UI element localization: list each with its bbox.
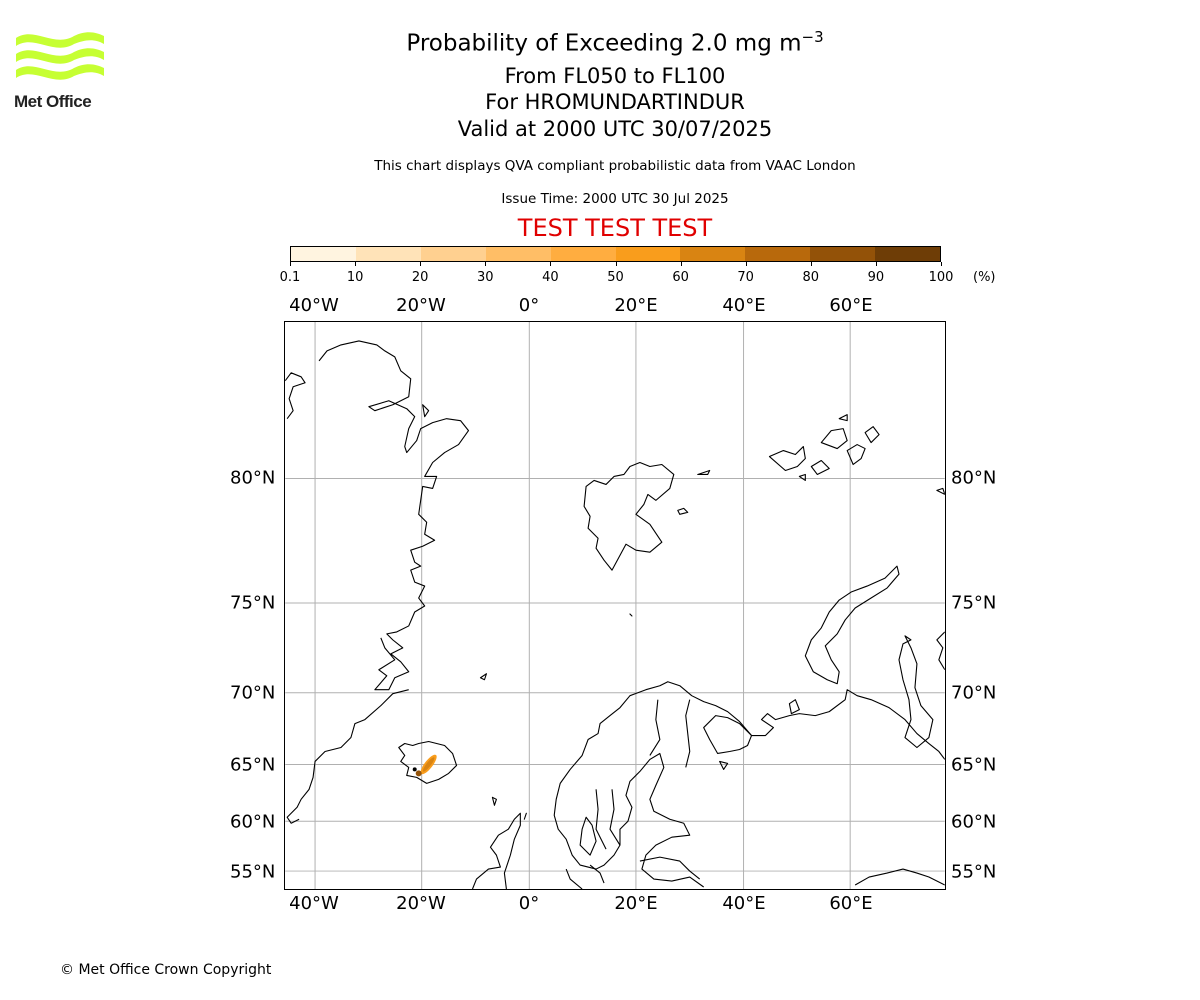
- longitude-label: 20°W: [396, 893, 446, 914]
- colorbar-tick-mark: [355, 262, 357, 266]
- latitude-label: 80°N: [230, 467, 276, 489]
- logo-text: Met Office: [14, 92, 92, 111]
- colorbar-tick-label: 0.1: [279, 270, 301, 285]
- chart-subtitle: This chart displays QVA compliant probab…: [374, 158, 856, 174]
- chart-title-line4: Valid at 2000 UTC 30/07/2025: [457, 117, 773, 141]
- colorbar-segment: [810, 247, 876, 261]
- longitude-label: 20°W: [396, 295, 446, 316]
- colorbar-tick-mark: [290, 262, 291, 266]
- latitude-label: 60°N: [230, 811, 276, 833]
- longitude-label: 20°E: [614, 893, 658, 914]
- colorbar-tick-label: 20: [411, 270, 429, 285]
- met-office-logo: Met Office: [14, 30, 106, 112]
- longitude-label: 40°W: [289, 295, 339, 316]
- colorbar-tick-label: 10: [346, 270, 364, 285]
- colorbar-tick-mark: [485, 262, 487, 266]
- longitude-label: 0°: [518, 295, 540, 316]
- colorbar-segment: [875, 247, 941, 261]
- issue-time: Issue Time: 2000 UTC 30 Jul 2025: [501, 191, 729, 207]
- scandinavia-coast: [553, 681, 945, 888]
- latitude-label: 70°N: [951, 682, 997, 704]
- latitude-label: 55°N: [951, 861, 997, 883]
- colorbar-segment: [485, 247, 551, 261]
- latitude-label: 75°N: [230, 592, 276, 614]
- russia-arctic-coast: [898, 631, 945, 749]
- coastlines: [285, 340, 945, 889]
- colorbar-tick-label: 80: [802, 270, 820, 285]
- colorbar-segment: [420, 247, 486, 261]
- chart-title-line1: Probability of Exceeding 2.0 mg m−3: [406, 28, 824, 57]
- latitude-label: 55°N: [230, 861, 276, 883]
- colorbar-tick-mark: [810, 262, 812, 266]
- colorbar-segment: [355, 247, 421, 261]
- longitude-label: 20°E: [614, 295, 658, 316]
- colorbar-segment: [680, 247, 746, 261]
- ash-probability-plume: [412, 754, 437, 777]
- latitude-label: 75°N: [951, 592, 997, 614]
- colorbar-segment: [745, 247, 811, 261]
- latitude-label: 65°N: [230, 754, 276, 776]
- map-panel: [284, 321, 946, 890]
- svalbard-coast: [583, 461, 675, 571]
- colorbar-tick-mark: [550, 262, 552, 266]
- colorbar-tick-label: 90: [867, 270, 885, 285]
- test-banner: TEST TEST TEST: [517, 214, 713, 242]
- franz-josef-land-coast: [768, 414, 880, 481]
- denmark-coast: [565, 864, 605, 889]
- chart-title-line3: For HROMUNDARTINDUR: [485, 90, 745, 114]
- colorbar-unit: (%): [973, 270, 996, 285]
- graticule: [285, 322, 945, 889]
- latitude-label: 65°N: [951, 754, 997, 776]
- colorbar-tick-mark: [420, 262, 422, 266]
- colorbar-segment: [291, 247, 356, 261]
- colorbar-tick-mark: [615, 262, 617, 266]
- longitude-label: 60°E: [829, 295, 873, 316]
- longitude-label: 0°: [518, 893, 540, 914]
- colorbar-segment: [550, 247, 616, 261]
- colorbar-tick-mark: [875, 262, 877, 266]
- met-office-waves-icon: [16, 32, 104, 80]
- latitude-label: 60°N: [951, 811, 997, 833]
- colorbar-tick-mark: [745, 262, 747, 266]
- latitude-label: 80°N: [951, 467, 997, 489]
- colorbar-tick-label: 60: [672, 270, 689, 285]
- probability-colorbar: [290, 246, 941, 262]
- colorbar-tick-label: 100: [928, 270, 954, 285]
- british-isles-coast: [471, 812, 521, 889]
- novaya-zemlya-coast: [804, 565, 900, 685]
- longitude-label: 40°E: [722, 295, 766, 316]
- colorbar-tick-label: 30: [477, 270, 494, 285]
- greenland-coast: [285, 340, 470, 824]
- chart-title-line2: From FL050 to FL100: [504, 64, 726, 88]
- colorbar-tick-label: 40: [542, 270, 559, 285]
- colorbar-tick-mark: [680, 262, 682, 266]
- longitude-label: 60°E: [829, 893, 873, 914]
- copyright-notice: © Met Office Crown Copyright: [60, 962, 272, 978]
- iceland-coast: [398, 740, 458, 784]
- colorbar-segment: [615, 247, 681, 261]
- colorbar-tick-mark: [941, 262, 942, 266]
- longitude-label: 40°W: [289, 893, 339, 914]
- colorbar-tick-label: 70: [737, 270, 754, 285]
- latitude-label: 70°N: [230, 682, 276, 704]
- colorbar-tick-label: 50: [607, 270, 624, 285]
- longitude-label: 40°E: [722, 893, 766, 914]
